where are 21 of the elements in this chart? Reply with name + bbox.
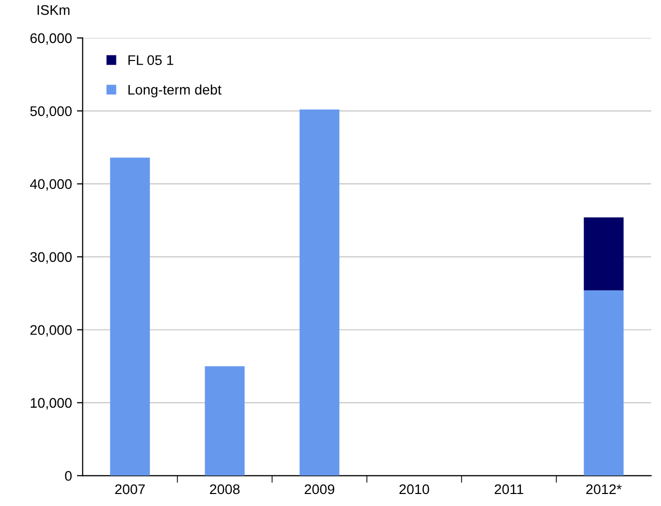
bar bbox=[584, 217, 624, 290]
y-tick-label: 50,000 bbox=[30, 106, 72, 118]
y-tick-label: 10,000 bbox=[30, 398, 72, 410]
bar bbox=[204, 366, 245, 476]
x-tick-label: 2009 bbox=[304, 484, 334, 494]
y-tick-label: 60,000 bbox=[30, 33, 72, 45]
legend-label: Long-term debt bbox=[128, 84, 222, 98]
y-tick-label: 20,000 bbox=[30, 325, 72, 337]
x-tick-label: 2011 bbox=[494, 484, 524, 494]
y-tick-label: 0 bbox=[65, 470, 72, 481]
y-axis-title: ISKm bbox=[38, 5, 70, 15]
x-tick-label: 2007 bbox=[115, 484, 145, 494]
bar bbox=[584, 290, 624, 476]
legend-label: FL 05 1 bbox=[128, 55, 174, 66]
y-tick-label: 40,000 bbox=[30, 179, 72, 191]
x-tick-label: 2008 bbox=[210, 484, 240, 494]
bar bbox=[300, 109, 340, 476]
x-tick-label: 2012* bbox=[586, 484, 622, 494]
bar bbox=[110, 158, 150, 476]
x-tick-label: 2010 bbox=[399, 484, 430, 494]
y-tick-label: 30,000 bbox=[30, 252, 72, 264]
